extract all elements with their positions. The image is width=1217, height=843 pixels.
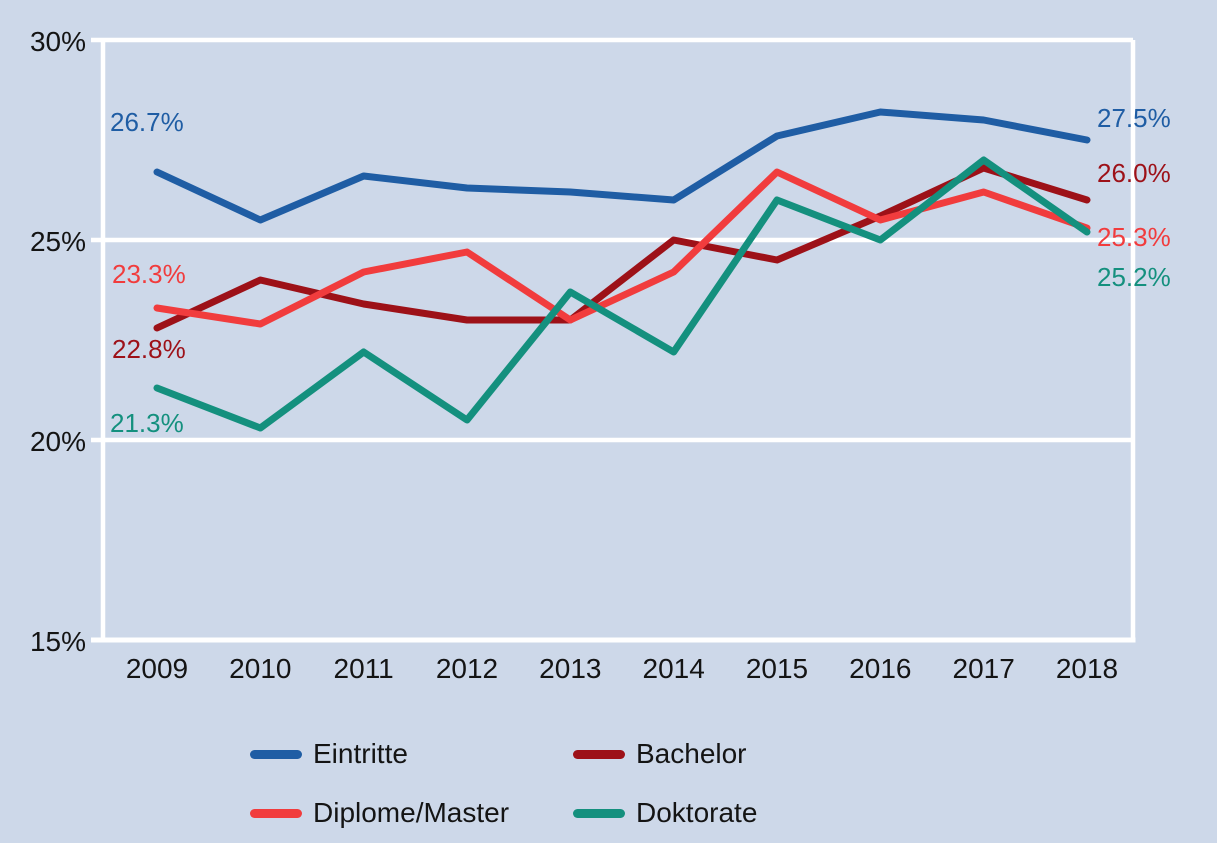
series-line-doktorate bbox=[153, 156, 1091, 432]
value-label: 25.2% bbox=[1097, 262, 1171, 292]
legend-item-doktorate: Doktorate bbox=[573, 796, 757, 830]
value-label: 23.3% bbox=[112, 259, 186, 289]
value-label: 25.3% bbox=[1097, 222, 1171, 252]
series-line-bachelor bbox=[153, 164, 1091, 332]
legend-swatch-eintritte bbox=[250, 749, 302, 759]
x-tick-label-2010: 2010 bbox=[229, 653, 291, 684]
legend-label-bachelor: Bachelor bbox=[636, 738, 747, 769]
legend-swatch-bachelor bbox=[573, 749, 625, 759]
legend-swatch-diplome-master bbox=[250, 808, 302, 818]
axis-lines bbox=[100, 38, 1136, 643]
value-label: 26.7% bbox=[110, 107, 184, 137]
y-tick-label: 20% bbox=[30, 426, 86, 457]
x-tick-label-2016: 2016 bbox=[849, 653, 911, 684]
line-chart: 30% 25% 20% 15% 2009 2010 2011 2012 2013 2014 201… bbox=[30, 26, 1171, 684]
value-label: 26.0% bbox=[1097, 158, 1171, 188]
series-lines bbox=[153, 108, 1091, 432]
x-axis-labels: 2009 2010 2011 2012 2013 2014 2015 2016 2017 2018 bbox=[126, 653, 1118, 684]
x-tick-label-2013: 2013 bbox=[539, 653, 601, 684]
x-tick-label-2009: 2009 bbox=[126, 653, 188, 684]
y-axis-labels: 30% 25% 20% 15% bbox=[30, 26, 86, 657]
legend-label-doktorate: Doktorate bbox=[636, 797, 758, 828]
y-tick-label: 25% bbox=[30, 226, 86, 257]
value-label: 27.5% bbox=[1097, 103, 1171, 133]
value-annotations: 26.7% 27.5% 22.8% 26.0% 23.3% 25.3% 21.3% 25.2% bbox=[110, 103, 1171, 438]
legend: Eintritte Bachelor Diplome/Master Doktor… bbox=[0, 728, 1217, 838]
gridlines bbox=[91, 37, 1136, 643]
x-tick-label-2017: 2017 bbox=[953, 653, 1015, 684]
value-label: 21.3% bbox=[110, 408, 184, 438]
legend-label-diplome-master: Diplome/Master bbox=[313, 797, 510, 828]
legend-label-eintritte: Eintritte bbox=[313, 738, 408, 769]
x-tick-label-2014: 2014 bbox=[643, 653, 705, 684]
x-tick-label-2011: 2011 bbox=[334, 653, 394, 684]
series-line-eintritte bbox=[153, 108, 1091, 224]
x-tick-label-2018: 2018 bbox=[1056, 653, 1118, 684]
legend-swatch-doktorate bbox=[573, 808, 625, 818]
x-tick-label-2012: 2012 bbox=[436, 653, 498, 684]
legend-item-bachelor: Bachelor bbox=[573, 737, 747, 771]
y-tick-label: 15% bbox=[30, 626, 86, 657]
series-line-diplome-master bbox=[153, 168, 1091, 328]
value-label: 22.8% bbox=[112, 334, 186, 364]
legend-item-eintritte: Eintritte bbox=[250, 737, 408, 771]
x-tick-label-2015: 2015 bbox=[746, 653, 808, 684]
y-tick-label: 30% bbox=[30, 26, 86, 57]
legend-item-diplome-master: Diplome/Master bbox=[250, 796, 509, 830]
